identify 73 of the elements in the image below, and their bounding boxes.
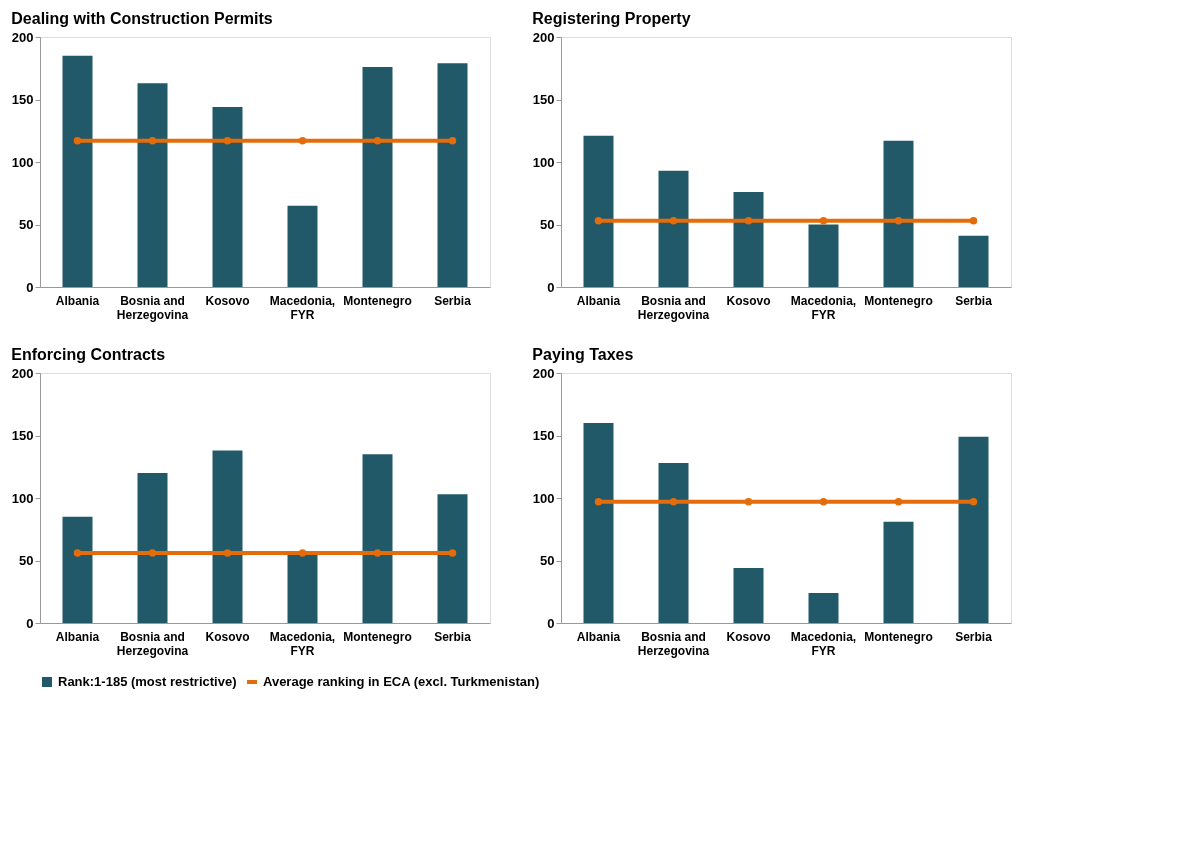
bar (212, 450, 243, 623)
bar (883, 521, 914, 623)
bar (658, 463, 689, 623)
bar (437, 494, 468, 623)
bar (362, 454, 393, 623)
y-tick-label: 0 (26, 279, 34, 295)
x-tick-label: Bosnia and Herzegovina (637, 293, 710, 322)
x-tick-label: Macedonia, FYR (269, 629, 336, 658)
y-tick-label: 100 (11, 154, 34, 170)
y-tick-label: 50 (540, 217, 555, 232)
x-tick-label: Serbia (434, 629, 472, 644)
x-tick-label: Kosovo (205, 629, 250, 644)
bar (958, 436, 989, 623)
bar (437, 63, 468, 287)
x-tick-label: Kosovo (726, 293, 771, 308)
y-tick-label: 150 (532, 428, 555, 443)
bar (62, 516, 93, 623)
y-tick-label: 100 (532, 154, 555, 170)
chart-title: Enforcing Contracts (11, 346, 166, 363)
x-tick-label: Bosnia and Herzegovina (116, 629, 189, 658)
x-tick-label: Kosovo (205, 293, 250, 308)
y-tick-label: 200 (11, 29, 34, 45)
x-tick-label: Serbia (434, 293, 472, 308)
x-tick-label: Montenegro (864, 629, 933, 644)
y-tick-label: 100 (11, 490, 34, 506)
y-tick-label: 100 (532, 490, 555, 506)
bar (362, 67, 393, 287)
chart-title: Dealing with Construction Permits (11, 10, 273, 27)
bar (287, 205, 318, 287)
y-tick-label: 0 (26, 615, 34, 631)
bar (583, 135, 614, 287)
bar (583, 423, 614, 623)
y-tick-label: 50 (19, 217, 34, 232)
y-tick-label: 200 (532, 365, 555, 381)
x-tick-label: Macedonia, FYR (790, 293, 857, 322)
bar (733, 568, 764, 623)
chart-title: Paying Taxes (532, 346, 634, 363)
legend-label: Average ranking in ECA (excl. Turkmenistan) (263, 674, 540, 689)
bar (212, 107, 243, 287)
chart-title: Registering Property (532, 10, 691, 27)
x-tick-label: Albania (55, 629, 100, 644)
bar (62, 55, 93, 287)
y-tick-label: 0 (547, 279, 555, 295)
y-tick-label: 0 (547, 615, 555, 631)
x-tick-label: Montenegro (343, 629, 412, 644)
bar (883, 140, 914, 287)
bar (658, 170, 689, 287)
bar (733, 192, 764, 287)
x-tick-label: Albania (55, 293, 100, 308)
x-tick-label: Albania (576, 629, 621, 644)
x-tick-label: Kosovo (726, 629, 771, 644)
bar (137, 473, 168, 623)
bar (958, 235, 989, 287)
y-tick-label: 200 (532, 29, 555, 45)
x-tick-label: Bosnia and Herzegovina (637, 629, 710, 658)
x-tick-label: Montenegro (343, 293, 412, 308)
y-tick-label: 50 (540, 553, 555, 568)
y-tick-label: 150 (532, 92, 555, 107)
legend-label: Rank:1-185 (most restrictive) (58, 674, 237, 689)
y-tick-label: 150 (11, 92, 34, 107)
x-tick-label: Macedonia, FYR (790, 629, 857, 658)
x-tick-label: Macedonia, FYR (269, 293, 336, 322)
x-tick-label: Serbia (955, 629, 993, 644)
x-tick-label: Bosnia and Herzegovina (116, 293, 189, 322)
x-tick-label: Serbia (955, 293, 993, 308)
bar (808, 224, 839, 287)
bar (808, 593, 839, 623)
y-tick-label: 150 (11, 428, 34, 443)
y-tick-label: 200 (11, 365, 34, 381)
y-tick-label: 50 (19, 553, 34, 568)
bar (137, 83, 168, 287)
x-tick-label: Albania (576, 293, 621, 308)
x-tick-label: Montenegro (864, 293, 933, 308)
